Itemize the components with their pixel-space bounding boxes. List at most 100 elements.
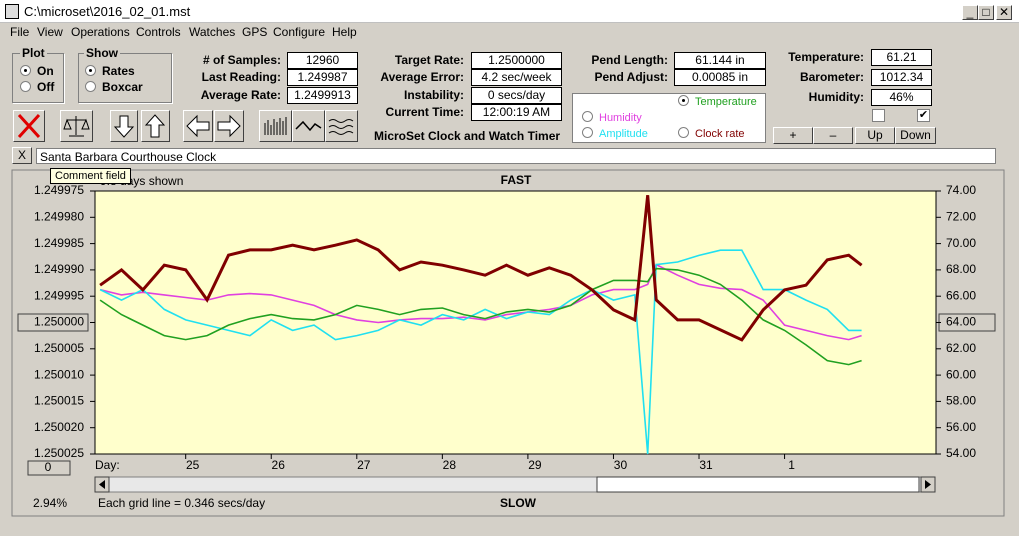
menu-item[interactable]: GPS: [242, 25, 268, 39]
field-label: Instability:: [403, 88, 464, 102]
y-tick-label: 1.250000: [34, 315, 84, 329]
comment-close[interactable]: X: [12, 147, 32, 164]
legend-item[interactable]: Temperature: [678, 95, 757, 108]
field-value: 0 secs/day: [471, 87, 562, 104]
menu-item[interactable]: Configure: [273, 25, 326, 39]
field-value: 1.2500000: [471, 52, 562, 69]
field-label: Pend Length:: [591, 53, 668, 67]
series-line: [99, 263, 862, 341]
right-button-label: 64.00: [952, 315, 982, 329]
plot-area: [94, 190, 937, 455]
legend-label: Clock rate: [695, 128, 745, 140]
menu-item[interactable]: Operations: [71, 25, 130, 39]
field-value: 12960: [287, 52, 358, 69]
y2-tick-label: 58.00: [946, 394, 976, 408]
radio[interactable]: On: [20, 64, 54, 78]
comment-field[interactable]: Santa Barbara Courthouse Clock: [36, 148, 996, 164]
menu-item[interactable]: Watches: [189, 25, 236, 39]
field-label: # of Samples:: [202, 53, 281, 67]
radio[interactable]: [582, 127, 593, 138]
menu-item[interactable]: Controls: [136, 25, 181, 39]
multi-wave-button[interactable]: [325, 110, 358, 142]
x-tick-label: 30: [614, 458, 628, 472]
field-value: 12:00:19 AM: [471, 104, 562, 121]
radio[interactable]: [582, 111, 593, 122]
x-tick-label: 28: [443, 458, 457, 472]
grid-note: Each grid line = 0.346 secs/day: [98, 496, 265, 510]
slow-label: SLOW: [500, 496, 537, 510]
y-tick-label: 1.249985: [34, 236, 84, 250]
group-title: Plot: [20, 46, 47, 60]
y2-tick-label: 70.00: [946, 236, 976, 250]
series-line: [99, 267, 862, 366]
legend-item[interactable]: Clock rate: [678, 127, 745, 140]
arrow-icon: [925, 480, 931, 489]
menu-item[interactable]: File: [10, 25, 30, 39]
field-value: 1.249987: [287, 69, 358, 86]
minimize[interactable]: _: [962, 5, 978, 20]
arrow-icon: [99, 480, 105, 489]
down-button[interactable]: [110, 110, 138, 142]
checkbox[interactable]: [872, 109, 885, 122]
zero-button[interactable]: [27, 460, 71, 476]
up-button[interactable]: [141, 110, 170, 142]
radio-label: Off: [37, 80, 55, 94]
bars-button[interactable]: [259, 110, 292, 142]
field-label: Target Rate:: [394, 53, 464, 67]
left-button[interactable]: [183, 110, 213, 142]
field-label: Last Reading:: [201, 70, 281, 84]
y2-tick-label: 56.00: [946, 420, 976, 434]
y-tick-label: 1.250010: [34, 367, 84, 381]
field-label: Pend Adjust:: [594, 70, 668, 84]
y2-tick-label: 54.00: [946, 446, 976, 460]
maximize[interactable]: □: [978, 5, 994, 20]
x-tick-label: 31: [699, 458, 713, 472]
y-tick-label: 1.249995: [34, 288, 84, 302]
clear-button[interactable]: [13, 110, 45, 142]
field-value: 0.00085 in: [674, 69, 766, 86]
x-tick-label: 25: [186, 458, 200, 472]
radio[interactable]: [678, 95, 689, 106]
balance-button[interactable]: [60, 110, 93, 142]
menu-item[interactable]: View: [37, 25, 63, 39]
button[interactable]: –: [813, 127, 853, 144]
field-label: Temperature:: [788, 50, 864, 64]
button[interactable]: Up: [855, 127, 895, 144]
checkbox[interactable]: ✔: [917, 109, 930, 122]
x-tick-label: 1: [788, 458, 795, 472]
series-selector: [572, 93, 766, 143]
right-button[interactable]: [214, 110, 244, 142]
x-tick-label: 27: [357, 458, 371, 472]
field-value: 61.144 in: [674, 52, 766, 69]
left-button-label: 1.250000: [28, 315, 78, 329]
radio[interactable]: Rates: [85, 64, 135, 78]
window-title: C:\microset\2016_02_01.mst: [24, 4, 191, 19]
radio[interactable]: Boxcar: [85, 80, 143, 94]
zero-button-label: 0: [45, 460, 52, 474]
plot-group: [12, 53, 64, 103]
legend-item[interactable]: Amplitude: [582, 127, 648, 140]
show-group: [78, 53, 172, 103]
button[interactable]: +: [773, 127, 813, 144]
x-axis-label: Day:: [95, 458, 120, 472]
title-bar: [0, 0, 1019, 23]
left-button[interactable]: [17, 313, 89, 332]
radio[interactable]: Off: [20, 80, 54, 94]
y2-tick-label: 60.00: [946, 367, 976, 381]
field-value: 4.2 sec/week: [471, 69, 562, 86]
scroll-thumb[interactable]: [596, 476, 920, 493]
legend-label: Amplitude: [599, 128, 648, 140]
legend-item[interactable]: Humidity: [582, 111, 642, 124]
menu-item[interactable]: Help: [332, 25, 357, 39]
field-label: Average Rate:: [200, 88, 281, 102]
field-value: 1.2499913: [287, 87, 358, 104]
button[interactable]: Down: [895, 127, 936, 144]
wave-button[interactable]: [292, 110, 325, 142]
radio[interactable]: [678, 127, 689, 138]
x-tick-label: 29: [528, 458, 542, 472]
group-title: Show: [84, 46, 120, 60]
y2-tick-label: 72.00: [946, 209, 976, 223]
y2-tick-label: 74.00: [946, 183, 976, 197]
close[interactable]: ✕: [996, 5, 1012, 20]
tooltip: Comment field: [50, 168, 131, 184]
